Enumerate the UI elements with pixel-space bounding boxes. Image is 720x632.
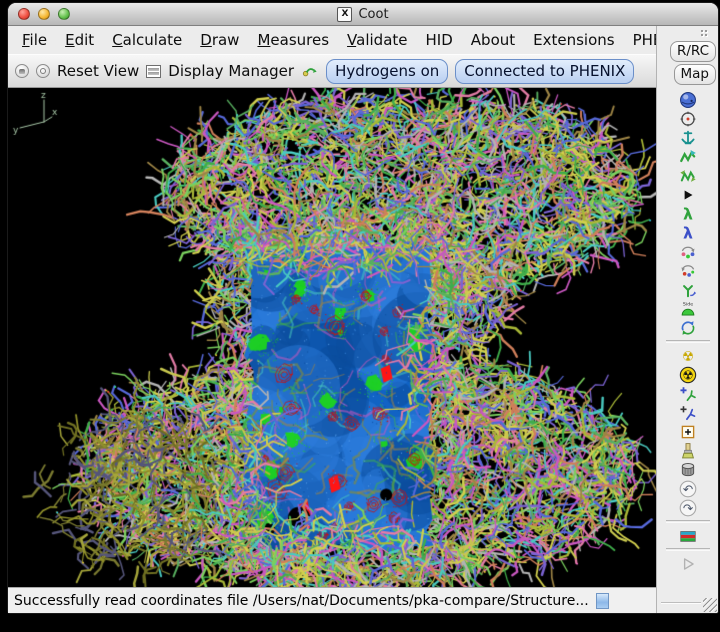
rotamers-icon[interactable]: λ	[677, 223, 699, 242]
stereo-mode-button[interactable]	[15, 64, 29, 78]
map-button[interactable]: Map	[673, 64, 716, 85]
menu-measures[interactable]: Measures	[257, 31, 330, 49]
redo-icon[interactable]: ↷	[677, 498, 699, 517]
auto-fit-rotamer-icon[interactable]: λ	[677, 204, 699, 223]
right-toolbar: R/RC Map λ λ Side ☢ ☢ ↶ ↷	[656, 26, 718, 613]
svg-text:☢: ☢	[682, 368, 693, 382]
molecular-viewport[interactable]	[8, 88, 656, 587]
window-title: X Coot	[8, 3, 718, 25]
svg-text:↷: ↷	[682, 501, 692, 515]
menu-file[interactable]: File	[22, 31, 48, 49]
paintbrush-icon[interactable]	[677, 441, 699, 460]
undo-icon[interactable]: ↶	[677, 479, 699, 498]
toolbar-drag-handle[interactable]	[701, 30, 709, 38]
phenix-connection-button[interactable]: Connected to PHENIX	[455, 58, 635, 84]
torsion-general-icon[interactable]	[677, 261, 699, 280]
main-toolbar: Reset View Display Manager Hydrogens on …	[8, 54, 656, 88]
expand-arrow-icon[interactable]	[677, 185, 699, 204]
svg-text:☢: ☢	[681, 349, 693, 365]
status-message: Successfully read coordinates file /User…	[14, 592, 589, 609]
radiation-small-icon[interactable]: ☢	[677, 346, 699, 365]
menu-validate[interactable]: Validate	[347, 31, 408, 49]
menu-extensions[interactable]: Extensions	[533, 31, 615, 49]
menu-about[interactable]: About	[470, 31, 516, 49]
mono-mode-icon	[40, 68, 46, 74]
toolbar-separator	[665, 520, 710, 523]
hydrogens-toggle-button[interactable]: Hydrogens on	[326, 58, 449, 84]
traffic-lights	[8, 8, 70, 20]
svg-text:λ: λ	[683, 205, 693, 223]
flip-sidechain-icon[interactable]: Side	[677, 299, 699, 318]
menu-bar: File Edit Calculate Draw Measures Validate HID…	[8, 26, 688, 54]
run-disabled-icon[interactable]	[677, 554, 699, 573]
rrc-button[interactable]: R/RC	[669, 41, 716, 62]
opengl-canvas[interactable]	[8, 88, 656, 587]
radiation-icon[interactable]: ☢	[677, 365, 699, 384]
recycle-arrows-icon[interactable]	[677, 318, 699, 337]
menu-calculate[interactable]: Calculate	[112, 31, 183, 49]
stereo-mode-icon	[19, 68, 25, 74]
add-atom-box-icon[interactable]	[677, 422, 699, 441]
edit-chi-angles-icon[interactable]	[677, 242, 699, 261]
toolbar-separator	[665, 548, 710, 551]
window-title-text: Coot	[358, 6, 389, 22]
add-terminal-residue-icon[interactable]	[677, 384, 699, 403]
eraser-icon[interactable]	[677, 460, 699, 479]
zoom-button[interactable]	[58, 8, 70, 20]
add-alt-conf-icon[interactable]	[677, 403, 699, 422]
display-manager-icon	[146, 64, 162, 78]
mutate-residue-icon[interactable]	[677, 280, 699, 299]
mono-mode-button[interactable]	[36, 64, 50, 78]
svg-text:λ: λ	[683, 224, 693, 242]
close-button[interactable]	[18, 8, 30, 20]
bottom-groove	[661, 602, 701, 604]
svg-text:↶: ↶	[682, 482, 692, 496]
resize-grip[interactable]	[703, 598, 717, 612]
real-space-refine-icon[interactable]	[677, 147, 699, 166]
flag-icon[interactable]	[677, 526, 699, 545]
rotate-sphere-icon[interactable]	[677, 90, 699, 109]
reset-view-button[interactable]: Reset View	[57, 62, 140, 80]
anchor-icon[interactable]	[677, 128, 699, 147]
menu-hid[interactable]: HID	[425, 31, 453, 49]
menu-draw[interactable]: Draw	[200, 31, 240, 49]
toolbar-separator	[665, 340, 710, 343]
status-bar: Successfully read coordinates file /User…	[8, 587, 656, 613]
coot-window: X Coot File Edit Calculate Draw Measures Vali…	[8, 3, 718, 613]
menu-edit[interactable]: Edit	[65, 31, 95, 49]
title-bar[interactable]: X Coot	[8, 3, 718, 26]
jump-arrow-icon[interactable]	[301, 63, 319, 79]
minimize-button[interactable]	[38, 8, 50, 20]
regularize-zone-icon[interactable]	[677, 166, 699, 185]
status-progress-icon	[595, 592, 609, 609]
display-manager-button[interactable]: Display Manager	[168, 62, 295, 80]
x11-icon: X	[337, 6, 353, 22]
recentre-icon[interactable]	[677, 109, 699, 128]
svg-text:Side: Side	[682, 301, 692, 307]
